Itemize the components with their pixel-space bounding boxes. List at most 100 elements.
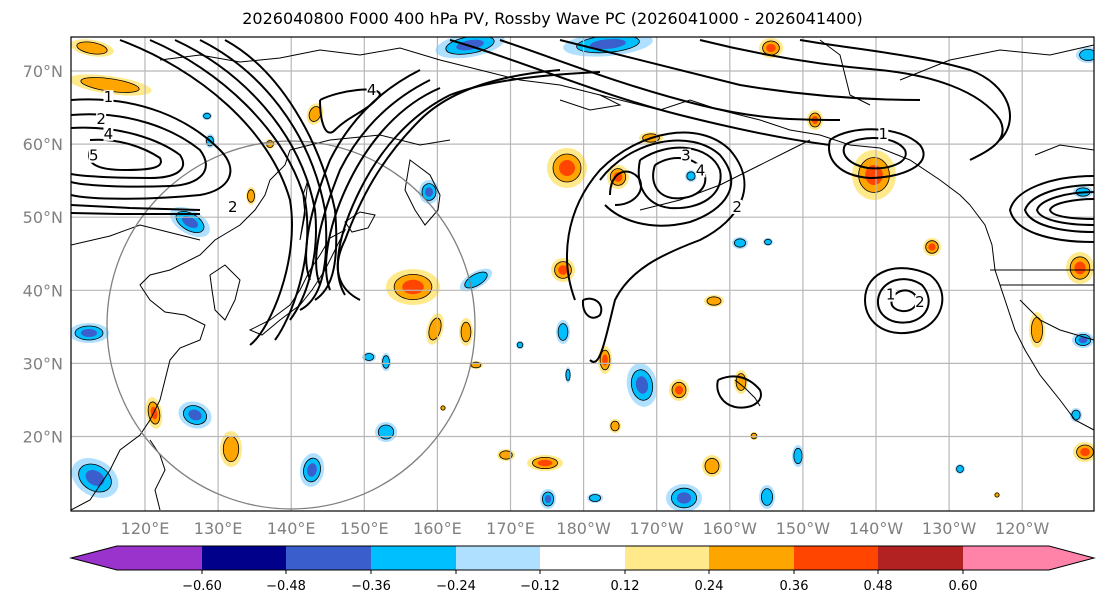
pv-contour-line [1035, 191, 1094, 226]
contour-label: 1 [886, 286, 896, 304]
positive-pv-anomaly [598, 346, 612, 374]
coastline [299, 179, 309, 241]
positive-pv-anomaly [426, 313, 444, 345]
positive-pv-anomaly [1073, 442, 1094, 462]
contour-label: 1 [879, 125, 889, 143]
contour-label: 4 [367, 81, 377, 99]
negative-pv-anomaly [1070, 408, 1082, 422]
colorbar-tick-label: −0.12 [520, 579, 560, 594]
coastline [719, 109, 971, 206]
latitude-tick-labels: 70°N 60°N 50°N 40°N 30°N 20°N [23, 62, 63, 447]
contour-label: 4 [696, 161, 706, 179]
pv-anomaly-layer [71, 37, 1094, 511]
colorbar-extend-max [1049, 546, 1094, 570]
negative-pv-anomaly [732, 237, 748, 249]
longitude-label: 120°E [121, 519, 170, 538]
colorbar-segment [540, 546, 625, 570]
graticule [71, 37, 1094, 511]
longitude-tick-labels: 120°E 130°E 140°E 150°E 160°E 170°E 180°W 170°W… [121, 519, 1050, 538]
coastline [248, 228, 347, 336]
latitude-label: 50°N [23, 208, 63, 227]
pv-contour-line [559, 39, 921, 101]
pv-contour-line [890, 289, 918, 313]
colorbar-extend-min [71, 546, 117, 570]
negative-pv-anomaly [626, 363, 658, 407]
colorbar-tick-label: 0.24 [695, 579, 724, 594]
negative-pv-anomaly [685, 170, 697, 182]
pv-contour-line [71, 98, 232, 200]
colorbar-tick-label: 0.36 [780, 579, 809, 594]
contour-label: 2 [228, 198, 238, 216]
negative-pv-anomaly [540, 489, 556, 509]
colorbar-tick-label: −0.36 [351, 579, 391, 594]
pv-contour-line [842, 137, 907, 170]
coastline [1019, 299, 1094, 341]
map-frame [70, 36, 1095, 512]
positive-pv-anomaly [551, 258, 575, 282]
contour-label-bg [103, 90, 114, 105]
negative-pv-anomaly [71, 323, 109, 343]
contour-label-bg [96, 112, 107, 127]
positive-pv-anomaly [1066, 252, 1094, 284]
negative-pv-anomaly [763, 238, 773, 246]
pv-contour-layer [71, 39, 1094, 409]
latitude-label: 70°N [23, 62, 63, 81]
pv-contour-line [637, 146, 722, 210]
colorbar-segment [878, 546, 963, 570]
positive-pv-anomaly [306, 103, 324, 125]
colorbar-tick-label: 0.48 [864, 579, 893, 594]
positive-pv-anomaly [609, 419, 621, 433]
pv-contour-line [325, 87, 441, 291]
pv-contour-line [305, 69, 421, 281]
contour-label-bg [732, 199, 743, 214]
negative-pv-anomaly [178, 401, 212, 429]
coastline [71, 224, 201, 246]
pv-contour-line [88, 138, 162, 172]
contour-label: 4 [104, 125, 114, 143]
latitude-label: 20°N [23, 428, 63, 447]
contour-label-bg [695, 163, 706, 178]
colorbar-tick-label: −0.24 [436, 579, 476, 594]
contour-label-bg [885, 287, 896, 302]
negative-pv-anomaly [516, 341, 524, 349]
negative-pv-anomaly [1076, 47, 1094, 63]
longitude-label: 130°E [194, 519, 243, 538]
pv-contour-line [599, 139, 733, 227]
negative-pv-anomaly [955, 464, 965, 474]
contour-label: 5 [89, 147, 99, 165]
longitude-label: 180°W [556, 519, 611, 538]
positive-pv-anomaly [759, 38, 783, 58]
colorbar-segment [709, 546, 794, 570]
longitude-label: 120°W [995, 519, 1050, 538]
pv-contour-line [581, 297, 603, 319]
negative-pv-anomaly [375, 422, 397, 442]
contour-label: 3 [681, 147, 691, 165]
pv-contour-line [1008, 175, 1094, 243]
pv-contour-line [828, 128, 925, 180]
negative-pv-anomaly [202, 112, 212, 120]
negative-pv-anomaly [362, 352, 376, 362]
coastline [639, 139, 811, 211]
negative-pv-anomaly [565, 367, 571, 383]
negative-pv-anomaly [666, 484, 702, 511]
latitude-label: 30°N [23, 354, 63, 373]
pv-contour-line [71, 204, 201, 211]
coastline [819, 39, 871, 106]
contour-label-bg [227, 199, 238, 214]
map-background [71, 37, 1094, 511]
negative-pv-anomaly [792, 445, 804, 467]
colorbar-segment [202, 546, 286, 570]
contour-label-bg [680, 148, 691, 163]
pv-contour-line [609, 170, 642, 206]
coastline [344, 211, 376, 233]
longitude-label: 150°W [776, 519, 831, 538]
positive-pv-anomaly [852, 150, 896, 200]
pv-contour-line [864, 267, 944, 335]
pv-contour-line [71, 113, 207, 188]
positive-pv-anomaly [459, 318, 473, 346]
negative-pv-anomaly [419, 180, 439, 204]
pv-contour-line [699, 39, 1004, 161]
